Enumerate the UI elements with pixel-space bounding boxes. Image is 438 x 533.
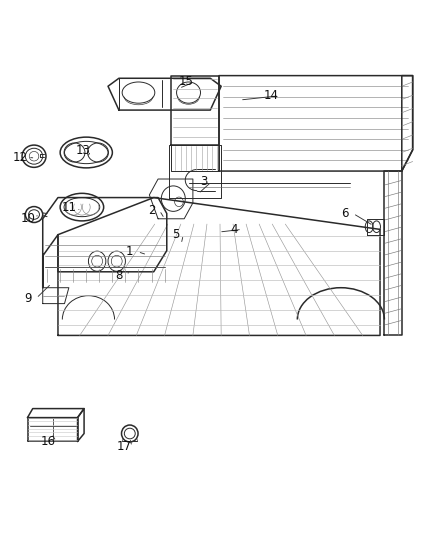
Text: 2: 2 [148,204,155,217]
Text: 12: 12 [13,151,28,164]
Text: 16: 16 [41,435,56,448]
Text: 10: 10 [21,212,36,225]
Text: 9: 9 [25,292,32,305]
Text: 14: 14 [264,89,279,102]
Text: 1: 1 [126,245,134,258]
Text: 15: 15 [179,76,194,88]
Text: 5: 5 [172,228,179,241]
Text: 4: 4 [230,223,238,236]
Text: 13: 13 [76,144,91,157]
Text: 17: 17 [117,440,132,453]
Text: 6: 6 [342,207,349,220]
Text: 8: 8 [115,269,123,282]
Text: 3: 3 [200,175,208,188]
Text: 11: 11 [61,201,76,214]
